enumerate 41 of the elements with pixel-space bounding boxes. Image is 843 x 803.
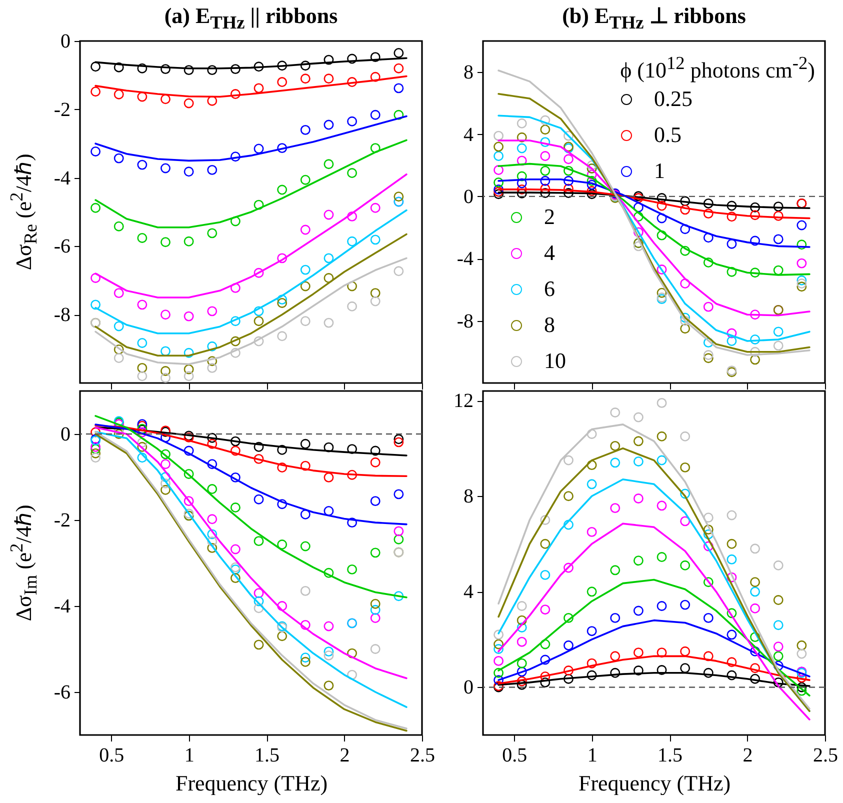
y-tick-label: 4 <box>464 124 474 146</box>
legend-label: 8 <box>544 312 555 338</box>
legend-label: 10 <box>544 348 566 374</box>
legend-label: 4 <box>544 240 555 266</box>
chart-title: (b) E$_{THz}$ ⊥ ribbons <box>561 3 747 34</box>
y-tick-label: 0 <box>464 676 474 699</box>
y-tick-label: 4 <box>464 581 474 604</box>
y-tick-label: -4 <box>54 167 70 190</box>
y-tick-label: -6 <box>54 682 70 704</box>
y-tick-label: 0 <box>60 424 70 446</box>
x-tick-label: 2.5 <box>813 744 838 766</box>
y-tick-label: 8 <box>464 62 474 84</box>
x-axis-title: Frequency (THz) <box>175 770 328 796</box>
x-axis-title: Frequency (THz) <box>578 770 731 796</box>
x-tick-label: 0.5 <box>502 744 528 766</box>
x-tick-label: 1.5 <box>658 744 683 766</box>
y-tick-label: -4 <box>456 248 474 270</box>
y-tick-label: 0 <box>464 186 474 208</box>
y-tick-label: -2 <box>54 510 70 532</box>
y-tick-label: -4 <box>54 596 70 618</box>
y-tick-label: 0 <box>60 30 70 52</box>
x-tick-label: 0.5 <box>99 744 124 766</box>
y-tick-label: -8 <box>456 310 474 332</box>
y-tick-label: -6 <box>54 236 70 258</box>
x-tick-label: 1 <box>184 744 194 766</box>
x-tick-label: 2.5 <box>410 744 435 766</box>
chart-title: (a) E$_{THz}$ || ribbons <box>163 3 339 34</box>
y-tick-label: 12 <box>454 390 474 412</box>
y-tick-label: 8 <box>464 486 474 508</box>
legend-label: 6 <box>544 276 555 302</box>
y-tick-label: -8 <box>54 304 70 326</box>
x-tick-label: 2 <box>340 744 350 766</box>
legend-title: ϕ (10$^{12}$ photons cm$^{-2}$) <box>620 53 815 84</box>
y-tick-label: -2 <box>54 98 70 121</box>
legend-label: 0.25 <box>654 86 692 112</box>
legend-label: 2 <box>544 204 555 230</box>
legend-label: 0.5 <box>654 122 682 148</box>
legend-label: 1 <box>654 158 665 184</box>
x-tick-label: 1.5 <box>254 744 280 766</box>
x-tick-label: 2 <box>742 744 753 766</box>
x-tick-label: 1 <box>587 744 598 766</box>
